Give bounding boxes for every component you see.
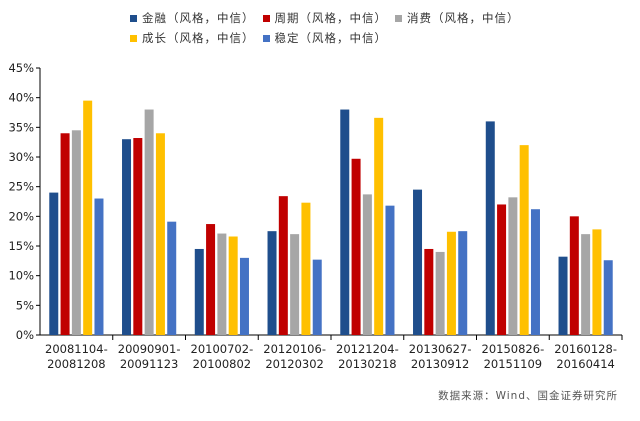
x-tick-label: 20130627-: [409, 342, 472, 356]
y-tick-label: 25%: [8, 180, 34, 194]
bar: [519, 145, 529, 335]
legend-swatch: [130, 14, 137, 22]
y-tick-label: 0%: [16, 328, 34, 342]
y-tick-label: 5%: [16, 298, 34, 312]
y-tick-label: 10%: [8, 269, 34, 283]
bar: [413, 189, 423, 335]
x-tick-label: 20090901-: [118, 342, 181, 356]
bar: [206, 224, 216, 335]
x-tick-label: 20160414: [556, 357, 615, 371]
bar: [558, 256, 568, 335]
legend-swatch: [130, 34, 137, 42]
y-tick-label: 35%: [8, 120, 34, 134]
bar: [458, 231, 468, 335]
bar: [362, 194, 372, 335]
x-tick-label: 20120302: [265, 357, 324, 371]
bar: [155, 133, 165, 335]
bar: [424, 248, 434, 335]
bar: [49, 192, 59, 335]
bar: [340, 109, 350, 336]
bar: [351, 158, 361, 335]
x-tick-label: 20130912: [411, 357, 470, 371]
bar: [435, 251, 445, 335]
x-tick-label: 20100702-: [191, 342, 254, 356]
bar: [194, 248, 204, 335]
legend-swatch: [262, 34, 270, 42]
bar: [122, 139, 132, 335]
y-tick-label: 40%: [8, 91, 34, 105]
y-tick-label: 30%: [8, 150, 34, 164]
bar: [569, 216, 579, 335]
bar: [485, 121, 495, 336]
x-tick-label: 20160128-: [554, 342, 617, 356]
bar: [581, 234, 591, 335]
source-note: 数据来源：Wind、国金证券研究所: [438, 390, 618, 402]
x-tick-label: 20150826-: [482, 342, 545, 356]
legend-label: 周期（风格，中信）: [274, 11, 387, 25]
y-tick-label: 20%: [8, 209, 34, 223]
bar: [508, 197, 518, 335]
bar: [94, 198, 104, 335]
bar: [217, 233, 227, 335]
bar: [267, 231, 277, 335]
x-tick-label: 20130218: [338, 357, 397, 371]
bar: [83, 100, 93, 335]
bar: [592, 229, 602, 335]
x-tick-label: 20100802: [193, 357, 252, 371]
bar: [312, 259, 322, 335]
bar: [60, 133, 70, 335]
bar: [385, 205, 395, 335]
bar: [278, 196, 288, 335]
chart-legend: 金融（风格，中信） 周期（风格，中信） 消费（风格，中信） 成长（风格，中信） 稳定（风…: [130, 10, 530, 46]
y-tick-label: 45%: [8, 61, 34, 75]
legend-item: 成长（风格，中信）: [130, 30, 255, 46]
legend-item: 周期（风格，中信）: [262, 10, 388, 26]
bar: [71, 130, 81, 335]
bar: [167, 221, 177, 335]
x-tick-label: 20081104-: [45, 342, 108, 356]
legend-swatch: [395, 14, 402, 22]
bar: [497, 204, 507, 335]
bar: [374, 117, 384, 335]
bar: [133, 138, 143, 335]
x-tick-label: 20081208: [47, 357, 106, 371]
legend-item: 消费（风格，中信）: [395, 10, 520, 26]
legend-item: 金融（风格，中信）: [130, 10, 255, 26]
bar: [144, 109, 154, 336]
bar: [446, 231, 456, 335]
x-tick-label: 20091123: [120, 357, 179, 371]
legend-item: 稳定（风格，中信）: [262, 30, 388, 46]
legend-label: 稳定（风格，中信）: [274, 31, 387, 45]
legend-label: 成长（风格，中信）: [142, 31, 255, 45]
legend-swatch: [262, 14, 270, 22]
y-tick-label: 15%: [8, 239, 34, 253]
x-tick-label: 20151109: [484, 357, 543, 371]
legend-label: 消费（风格，中信）: [407, 11, 520, 25]
bar: [239, 257, 249, 335]
bar: [603, 260, 613, 335]
bar: [301, 202, 311, 335]
x-tick-label: 20121204-: [336, 342, 399, 356]
x-tick-label: 20120106-: [263, 342, 326, 356]
legend-label: 金融（风格，中信）: [142, 11, 255, 25]
bar: [228, 236, 238, 335]
bar: [290, 234, 300, 335]
bar: [530, 209, 540, 335]
